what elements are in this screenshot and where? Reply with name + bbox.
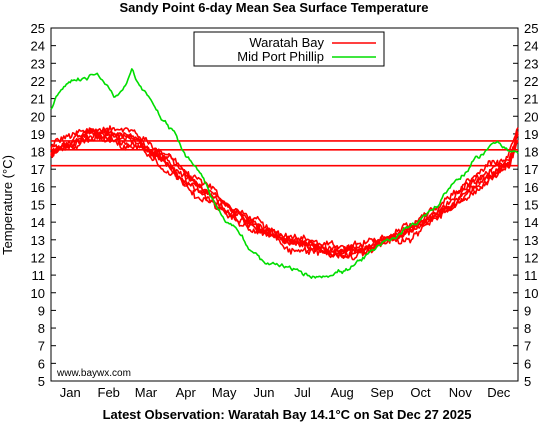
x-tick-label-sep: Sep xyxy=(370,385,393,400)
y-tick-label-left: 7 xyxy=(38,339,45,354)
x-tick-label-dec: Dec xyxy=(487,385,511,400)
y-tick-label-left: 24 xyxy=(31,39,45,54)
y-tick-label-left: 20 xyxy=(31,109,45,124)
y-tick-label-right: 15 xyxy=(524,198,538,213)
watermark: www.baywx.com xyxy=(56,368,131,379)
y-tick-label-left: 15 xyxy=(31,198,45,213)
y-tick-label-left: 6 xyxy=(38,356,45,371)
x-tick-label-jan: Jan xyxy=(60,385,81,400)
y-tick-label-left: 12 xyxy=(31,250,45,265)
y-tick-label-right: 22 xyxy=(524,74,538,89)
y-tick-label-right: 5 xyxy=(524,374,531,389)
y-tick-label-left: 5 xyxy=(38,374,45,389)
y-tick-label-left: 19 xyxy=(31,127,45,142)
y-tick-label-right: 24 xyxy=(524,39,538,54)
y-tick-label-right: 7 xyxy=(524,339,531,354)
legend-label-waratah-bay: Waratah Bay xyxy=(249,35,324,50)
y-tick-label-left: 16 xyxy=(31,180,45,195)
footer-observation: Latest Observation: Waratah Bay 14.1°C o… xyxy=(103,407,472,422)
y-tick-label-right: 13 xyxy=(524,233,538,248)
y-tick-label-left: 22 xyxy=(31,74,45,89)
y-tick-label-right: 23 xyxy=(524,56,538,71)
y-tick-label-right: 21 xyxy=(524,92,538,107)
y-tick-label-right: 17 xyxy=(524,162,538,177)
y-axis-label: Temperature (°C) xyxy=(0,155,15,255)
y-tick-label-left: 25 xyxy=(31,21,45,36)
series-line-mid-port-phillip-1 xyxy=(50,68,519,279)
y-tick-label-left: 21 xyxy=(31,92,45,107)
y-tick-label-right: 11 xyxy=(524,268,538,283)
x-tick-label-jul: Jul xyxy=(294,385,311,400)
y-tick-label-left: 23 xyxy=(31,56,45,71)
y-tick-label-right: 18 xyxy=(524,145,538,160)
y-tick-label-left: 8 xyxy=(38,321,45,336)
x-tick-label-may: May xyxy=(212,385,237,400)
x-tick-label-feb: Feb xyxy=(98,385,120,400)
y-tick-label-left: 10 xyxy=(31,286,45,301)
y-tick-label-left: 17 xyxy=(31,162,45,177)
y-tick-label-right: 14 xyxy=(524,215,538,230)
y-tick-label-right: 10 xyxy=(524,286,538,301)
x-tick-label-mar: Mar xyxy=(135,385,158,400)
y-tick-label-right: 9 xyxy=(524,303,531,318)
legend-box xyxy=(193,31,385,67)
y-tick-label-right: 12 xyxy=(524,250,538,265)
legend-label-mid-port-phillip: Mid Port Phillip xyxy=(237,49,324,64)
x-tick-label-apr: Apr xyxy=(176,385,197,400)
y-tick-label-left: 18 xyxy=(31,145,45,160)
chart-title: Sandy Point 6-day Mean Sea Surface Tempe… xyxy=(120,0,429,15)
y-tick-label-left: 13 xyxy=(31,233,45,248)
y-tick-label-right: 25 xyxy=(524,21,538,36)
y-tick-label-right: 16 xyxy=(524,180,538,195)
x-tick-label-aug: Aug xyxy=(331,385,354,400)
y-tick-label-right: 8 xyxy=(524,321,531,336)
y-tick-label-right: 20 xyxy=(524,109,538,124)
series-line-waratah-bay-6 xyxy=(50,134,519,261)
series-line-waratah-bay-5 xyxy=(50,127,519,256)
y-tick-label-left: 14 xyxy=(31,215,45,230)
x-tick-label-oct: Oct xyxy=(410,385,431,400)
x-tick-label-jun: Jun xyxy=(253,385,274,400)
y-tick-label-right: 6 xyxy=(524,356,531,371)
y-tick-label-left: 9 xyxy=(38,303,45,318)
y-tick-label-left: 11 xyxy=(32,268,46,283)
x-tick-label-nov: Nov xyxy=(449,385,473,400)
y-tick-label-right: 19 xyxy=(524,127,538,142)
